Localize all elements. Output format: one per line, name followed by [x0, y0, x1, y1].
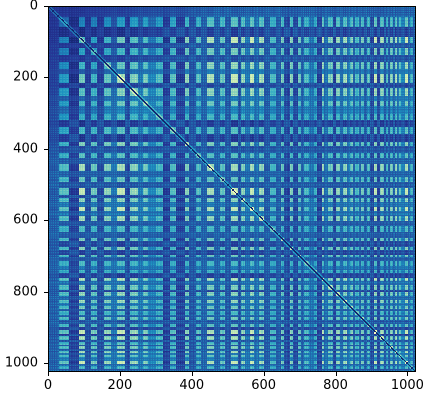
x-tick-label: 0	[43, 378, 53, 393]
heatmap-image	[48, 6, 416, 372]
y-tick-1000	[44, 363, 48, 364]
x-tick-1000	[407, 372, 408, 376]
x-tick-600	[264, 372, 265, 376]
x-tick-label: 600	[251, 378, 277, 393]
y-tick-label: 1000	[4, 355, 38, 371]
y-tick-0	[44, 6, 48, 7]
y-tick-200	[44, 77, 48, 78]
y-tick-600	[44, 220, 48, 221]
x-tick-label: 800	[323, 378, 348, 393]
y-tick-label: 400	[13, 141, 38, 157]
x-tick-label: 200	[107, 378, 133, 393]
y-tick-label: 200	[13, 69, 38, 85]
x-tick-label: 1000	[390, 378, 424, 393]
y-tick-label: 800	[13, 284, 38, 300]
x-tick-label: 400	[179, 378, 205, 393]
x-tick-400	[192, 372, 193, 376]
x-tick-800	[336, 372, 337, 376]
y-tick-label: 0	[29, 0, 38, 14]
y-tick-400	[44, 149, 48, 150]
y-tick-label: 600	[13, 212, 38, 228]
x-tick-200	[120, 372, 121, 376]
y-tick-800	[44, 292, 48, 293]
x-tick-0	[48, 372, 49, 376]
